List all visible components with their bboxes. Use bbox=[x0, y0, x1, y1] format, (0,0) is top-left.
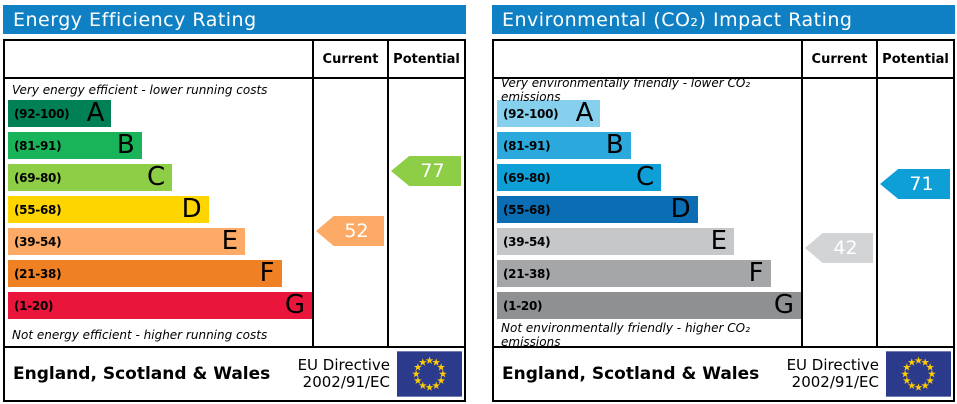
band-row-c: (69-80) C bbox=[497, 162, 662, 192]
current-rating-arrow: 42 bbox=[805, 233, 873, 263]
band-letter: D bbox=[670, 194, 691, 224]
band-row-e: (39-54) E bbox=[497, 226, 735, 256]
panel-title: Environmental (CO₂) Impact Rating bbox=[502, 8, 853, 31]
band-letter: E bbox=[710, 226, 728, 256]
potential-column: 71 bbox=[876, 79, 953, 346]
band-range: (21-38) bbox=[14, 266, 62, 281]
band-row-c: (69-80) C bbox=[8, 162, 173, 192]
current-rating-arrow: 52 bbox=[316, 216, 384, 246]
band-letter: F bbox=[748, 258, 764, 288]
band-range: (55-68) bbox=[503, 202, 551, 217]
band-range: (92-100) bbox=[503, 106, 559, 121]
current-column: 52 bbox=[312, 79, 387, 346]
eu-flag-icon bbox=[397, 351, 462, 397]
top-caption: Very energy efficient - lower running co… bbox=[12, 82, 268, 97]
table-header-row: Current Potential bbox=[494, 41, 953, 79]
band-letter: C bbox=[636, 162, 655, 192]
eu-directive-label: EU Directive 2002/91/EC bbox=[298, 357, 397, 391]
band-range: (1-20) bbox=[14, 298, 54, 313]
band-range: (1-20) bbox=[503, 298, 543, 313]
eu-flag-icon bbox=[886, 351, 951, 397]
band-row-d: (55-68) D bbox=[497, 196, 698, 223]
panel-title: Energy Efficiency Rating bbox=[13, 8, 257, 31]
band-letter: F bbox=[259, 258, 275, 288]
band-row-a: (92-100) A bbox=[497, 98, 601, 128]
band-letter: E bbox=[221, 226, 239, 256]
current-column-header: Current bbox=[801, 41, 876, 77]
eu-directive-line1: EU Directive bbox=[297, 356, 390, 374]
band-range: (69-80) bbox=[503, 170, 551, 185]
panel-title-bar: Energy Efficiency Rating bbox=[3, 5, 466, 34]
bottom-caption: Not energy efficient - higher running co… bbox=[12, 328, 268, 342]
current-rating-value: 42 bbox=[833, 237, 858, 259]
eu-directive-line1: EU Directive bbox=[786, 356, 879, 374]
band-letter: A bbox=[575, 98, 594, 128]
potential-column-header: Potential bbox=[387, 41, 464, 77]
chart-header-spacer bbox=[494, 41, 801, 77]
energy-efficiency-panel: Energy Efficiency Rating Current Potenti… bbox=[3, 5, 466, 402]
band-letter: G bbox=[284, 290, 305, 320]
rating-table: Current Potential Very energy efficient … bbox=[3, 39, 466, 348]
band-range: (55-68) bbox=[14, 202, 62, 217]
current-column: 42 bbox=[801, 79, 876, 346]
band-letter: B bbox=[116, 130, 135, 160]
current-column-header: Current bbox=[312, 41, 387, 77]
potential-rating-value: 77 bbox=[420, 160, 445, 182]
current-rating-value: 52 bbox=[344, 220, 369, 242]
eu-directive-line2: 2002/91/EC bbox=[791, 373, 879, 391]
region-label: England, Scotland & Wales bbox=[502, 364, 760, 384]
top-caption: Very environmentally friendly - lower CO… bbox=[501, 75, 751, 104]
band-row-b: (81-91) B bbox=[8, 132, 142, 159]
band-row-b: (81-91) B bbox=[497, 132, 631, 159]
band-range: (92-100) bbox=[14, 106, 70, 121]
band-row-f: (21-38) F bbox=[8, 260, 282, 287]
band-row-d: (55-68) D bbox=[8, 196, 209, 223]
eu-directive-label: EU Directive 2002/91/EC bbox=[787, 357, 886, 391]
band-range: (39-54) bbox=[14, 234, 62, 249]
region-label: England, Scotland & Wales bbox=[13, 364, 271, 384]
rating-scale: Very environmentally friendly - lower CO… bbox=[494, 75, 801, 349]
panel-title-bar: Environmental (CO₂) Impact Rating bbox=[492, 5, 955, 34]
band-row-g: (1-20) G bbox=[8, 292, 312, 319]
band-letter: B bbox=[605, 130, 624, 160]
panel-footer: England, Scotland & Wales EU Directive 2… bbox=[492, 346, 955, 402]
table-body-row: Very environmentally friendly - lower CO… bbox=[494, 75, 953, 349]
band-range: (81-91) bbox=[503, 138, 551, 153]
band-letter: C bbox=[147, 162, 166, 192]
table-header-row: Current Potential bbox=[5, 41, 464, 79]
band-letter: G bbox=[773, 290, 794, 320]
potential-rating-arrow: 77 bbox=[391, 156, 461, 186]
band-range: (21-38) bbox=[503, 266, 551, 281]
rating-scale: Very energy efficient - lower running co… bbox=[5, 79, 312, 346]
potential-rating-value: 71 bbox=[909, 173, 934, 195]
potential-rating-arrow: 71 bbox=[880, 169, 950, 199]
rating-table: Current Potential Very environmentally f… bbox=[492, 39, 955, 349]
co2-impact-panel: Environmental (CO₂) Impact Rating Curren… bbox=[492, 5, 955, 402]
band-row-a: (92-100) A bbox=[8, 98, 112, 128]
bottom-caption: Not environmentally friendly - higher CO… bbox=[501, 321, 750, 349]
potential-column-header: Potential bbox=[876, 41, 953, 77]
panel-footer: England, Scotland & Wales EU Directive 2… bbox=[3, 346, 466, 402]
band-range: (39-54) bbox=[503, 234, 551, 249]
band-range: (69-80) bbox=[14, 170, 62, 185]
band-row-e: (39-54) E bbox=[8, 226, 246, 256]
table-body-row: Very energy efficient - lower running co… bbox=[5, 79, 464, 346]
eu-directive-line2: 2002/91/EC bbox=[302, 373, 390, 391]
band-letter: A bbox=[86, 98, 105, 128]
band-row-f: (21-38) F bbox=[497, 260, 771, 287]
band-row-g: (1-20) G bbox=[497, 292, 801, 319]
band-range: (81-91) bbox=[14, 138, 62, 153]
band-letter: D bbox=[181, 194, 202, 224]
chart-header-spacer bbox=[5, 41, 312, 77]
potential-column: 77 bbox=[387, 79, 464, 346]
